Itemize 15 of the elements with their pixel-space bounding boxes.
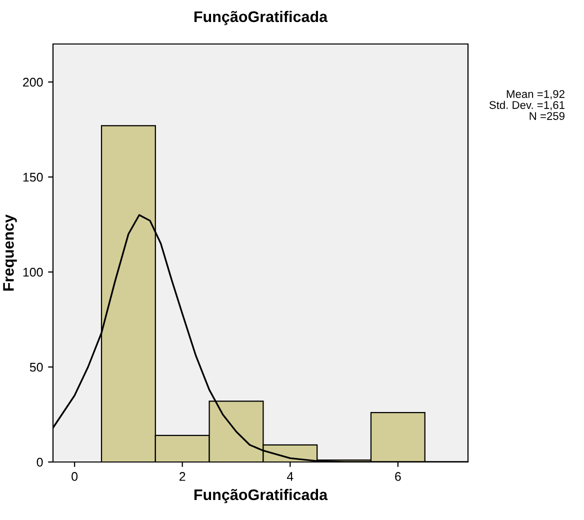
text: N =259 (530, 112, 564, 120)
text: Std. Dev. =1,61 (489, 100, 564, 110)
x-axis-title: FunçãoGratificada (194, 488, 328, 504)
x-tick-label: 6 (395, 472, 401, 481)
text: Mean =1,92 (506, 90, 564, 100)
y-axis-title: Frequency (3, 214, 17, 291)
y-tick-label: 200 (23, 78, 43, 87)
x-tick-label: 4 (286, 472, 294, 481)
x-tick-label: 0 (72, 472, 78, 481)
y-tick-label: 150 (23, 172, 43, 182)
chart-title: FunçãoGratificada (194, 10, 328, 26)
y-tick-label: 100 (23, 268, 43, 277)
y-tick-label: 50 (30, 362, 43, 372)
x-tick-label: 2 (180, 472, 186, 481)
y-tick-label: 0 (36, 458, 43, 467)
